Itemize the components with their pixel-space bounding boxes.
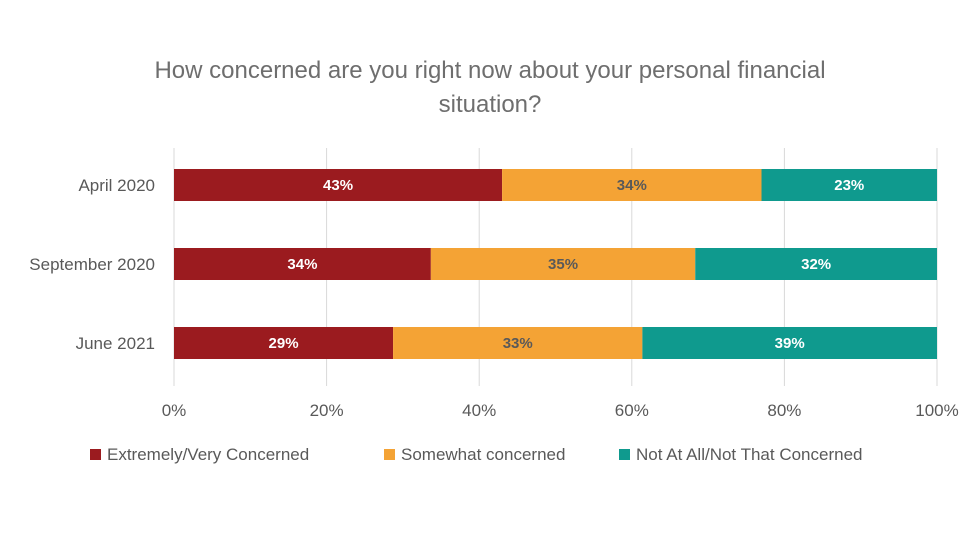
- bar-segment: [393, 327, 643, 359]
- chart-title-line-1: How concerned are you right now about yo…: [154, 57, 825, 84]
- legend-label: Somewhat concerned: [401, 445, 565, 464]
- category-labels: April 2020 September 2020 June 2021: [29, 176, 155, 353]
- data-label: 29%: [269, 335, 299, 352]
- bars: 43% 34% 23% 34% 35% 32% 29% 33% 39%: [174, 169, 937, 359]
- legend-swatch: [384, 449, 395, 460]
- data-label: 39%: [775, 335, 805, 352]
- x-axis-tick-labels: 0% 20% 40% 60% 80% 100%: [162, 401, 959, 420]
- x-tick-label: 100%: [915, 401, 958, 420]
- x-tick-label: 20%: [310, 401, 344, 420]
- data-label: 34%: [287, 256, 317, 273]
- bar-segment: [761, 169, 937, 201]
- data-label: 43%: [323, 177, 353, 194]
- category-label: April 2020: [78, 176, 155, 195]
- data-label: 32%: [801, 256, 831, 273]
- category-label: September 2020: [29, 255, 155, 274]
- x-tick-label: 40%: [462, 401, 496, 420]
- bar-segment: [695, 248, 937, 280]
- bar-segment: [174, 327, 394, 359]
- x-tick-label: 60%: [615, 401, 649, 420]
- legend-label: Extremely/Very Concerned: [107, 445, 309, 464]
- legend-label: Not At All/Not That Concerned: [636, 445, 862, 464]
- bar-segment: [642, 327, 937, 359]
- data-label: 33%: [503, 335, 533, 352]
- bar-segment: [174, 169, 503, 201]
- bar-segment: [174, 248, 431, 280]
- legend-swatch: [619, 449, 630, 460]
- bar-segment: [430, 248, 696, 280]
- category-label: June 2021: [76, 334, 155, 353]
- legend-swatch: [90, 449, 101, 460]
- data-label: 34%: [617, 177, 647, 194]
- legend: Extremely/Very Concerned Somewhat concern…: [90, 445, 862, 464]
- data-label: 23%: [834, 177, 864, 194]
- chart-title-line-2: situation?: [439, 91, 542, 118]
- x-tick-label: 80%: [767, 401, 801, 420]
- x-tick-label: 0%: [162, 401, 187, 420]
- data-label: 35%: [548, 256, 578, 273]
- bar-segment: [502, 169, 762, 201]
